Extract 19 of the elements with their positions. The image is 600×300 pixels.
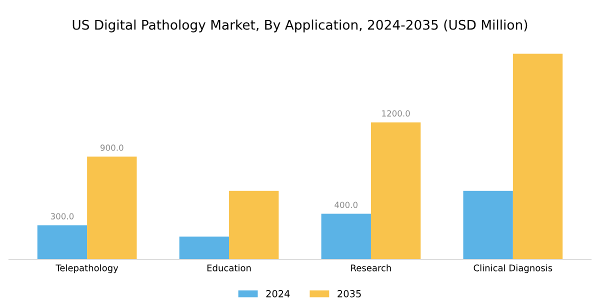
data-label: 300.0 (50, 213, 74, 220)
bar (87, 156, 137, 260)
chart-title: US Digital Pathology Market, By Application, 2024-2035 (USD Million) (72, 20, 528, 32)
data-label: 400.0 (334, 202, 358, 208)
x-tick-label: Research (351, 264, 391, 272)
bar (229, 190, 279, 260)
data-label: 900.0 (100, 144, 124, 151)
data-label: 1200.0 (382, 110, 410, 117)
x-tick-label: Clinical Diagnosis (474, 264, 552, 274)
bar (370, 122, 421, 260)
legend-label: 2035 (338, 290, 361, 298)
x-tick-label: Education (207, 264, 251, 272)
bar (179, 236, 230, 260)
x-tick-label: Telepathology (56, 264, 118, 274)
bar (512, 54, 563, 260)
bar (321, 214, 371, 260)
legend-label: 2024 (266, 290, 290, 298)
bar (463, 190, 513, 260)
bar (37, 225, 88, 260)
